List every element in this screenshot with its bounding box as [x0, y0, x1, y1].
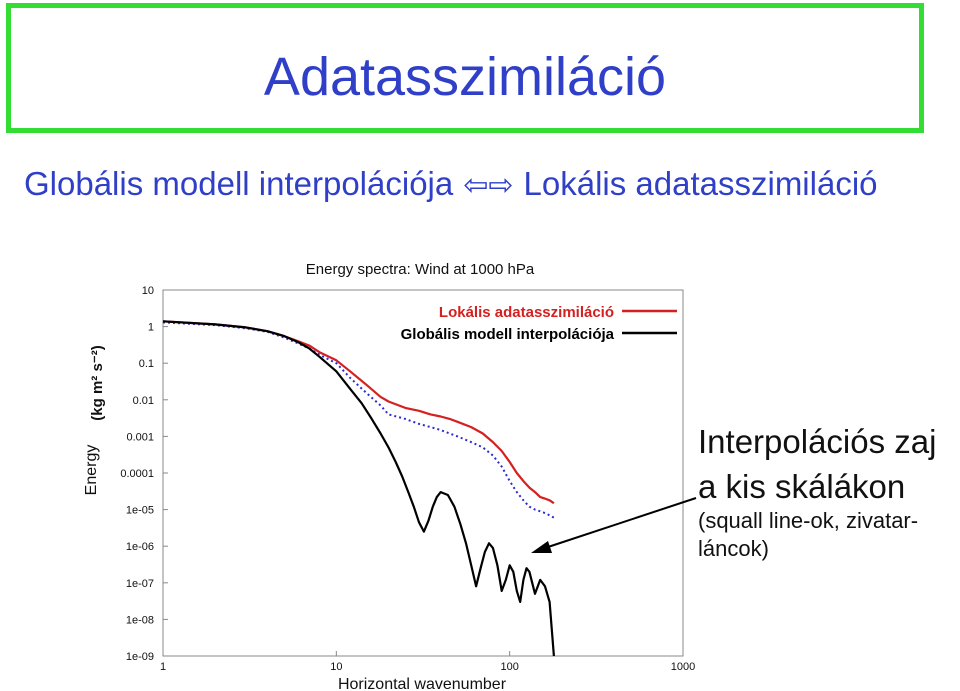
page-title: Adatasszimiláció [263, 47, 667, 107]
y-tick-label: 0.01 [133, 395, 154, 407]
x-tick-label: 1 [160, 661, 166, 673]
legend-label-local: Lokális adatasszimiláció [439, 304, 614, 321]
y-tick-label: 1e-05 [126, 505, 154, 517]
y-tick-label: 1e-06 [126, 541, 154, 553]
y-axis-label: Energy [83, 445, 100, 496]
y-tick-label: 0.1 [139, 358, 154, 370]
subtitle-left: Globális modell interpolációja [24, 165, 454, 202]
annotation-line-1: Interpolációs zaj [698, 423, 937, 460]
x-tick-label: 10 [330, 661, 342, 673]
legend-label-global: Globális modell interpolációja [401, 326, 615, 343]
series-global-line [162, 320, 555, 657]
annotation-line-3: (squall line-ok, zivatar- [698, 508, 919, 533]
subtitle: Globális modell interpolációja ⇦⇨ Lokális … [24, 165, 878, 203]
annotation-line-4: láncok) [698, 536, 769, 561]
x-tick-label: 100 [500, 661, 518, 673]
annotation-arrow [531, 497, 697, 553]
x-axis-label: Horizontal wavenumber [338, 676, 507, 691]
y-tick-label: 1e-07 [126, 578, 154, 590]
y-tick-label: 10 [142, 285, 154, 297]
plot-frame [162, 289, 684, 657]
annotation-line-2: a kis skálákon [698, 468, 906, 505]
legend: Lokális adatasszimiláció Globális modell… [401, 304, 677, 343]
title-box: Adatasszimiláció [6, 3, 924, 133]
y-tick-label: 0.001 [126, 431, 154, 443]
y-tick-label: 1e-08 [126, 614, 154, 626]
y-tick-label: 1e-09 [126, 651, 154, 663]
arrowhead-icon [531, 541, 552, 553]
series-local-line [162, 320, 555, 505]
y-tick-label: 1 [148, 322, 154, 334]
y-tick-label: 0.0001 [120, 468, 154, 480]
y-axis-units: (kg m² s⁻²) [89, 345, 106, 420]
double-arrow-icon: ⇦⇨ [463, 168, 514, 203]
x-tick-label: 1000 [671, 661, 695, 673]
chart-title: Energy spectra: Wind at 1000 hPa [306, 261, 535, 278]
series-dotted-line [162, 321, 555, 519]
subtitle-right: Lokális adatasszimiláció [523, 165, 878, 202]
